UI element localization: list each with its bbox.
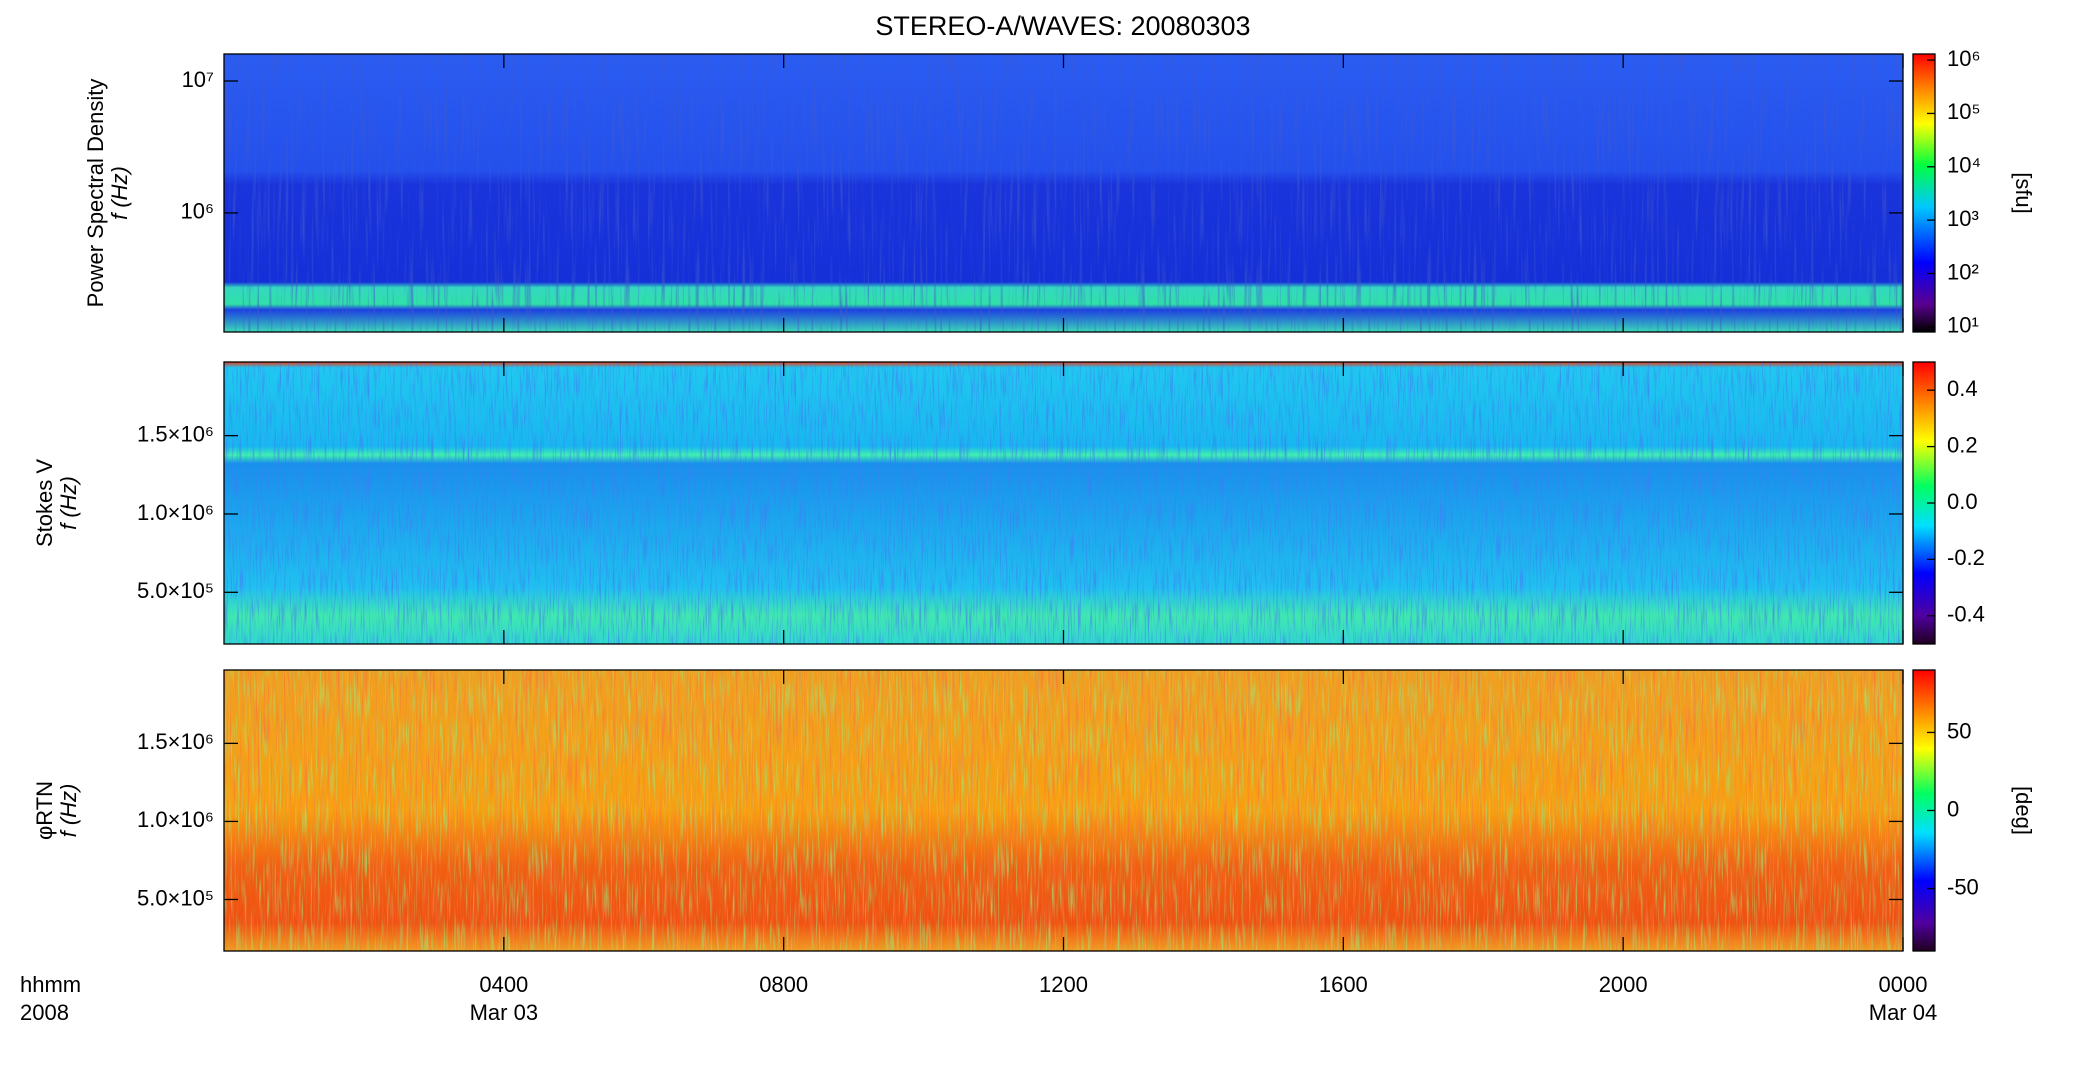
colorbar-tick-label: 10¹ [1947,313,1979,338]
colorbar-tick-label: -50 [1947,874,1979,899]
colorbar-label: [deg] [2011,786,2036,835]
colorbar [1912,53,1936,333]
x-tick-label: 0800 [759,972,808,997]
chart-title: STEREO-A/WAVES: 20080303 [875,11,1250,41]
colorbar-tick-label: 0.4 [1947,376,1978,401]
x-tick-label: 0400 [479,972,528,997]
colorbar-tick-label: 0 [1947,796,1959,821]
colorbar-tick-label: 0.2 [1947,432,1978,457]
x-axis-label: hhmm [20,972,81,997]
colorbar-tick-label: 0.0 [1947,489,1978,514]
y-axis-label: Stokes V [32,459,57,547]
x-tick-label: 0000 [1879,972,1928,997]
colorbar-tick-label: -0.4 [1947,602,1985,627]
colorbar-tick-label: 10⁵ [1947,99,1981,124]
y-axis-label: φRTN [32,781,57,840]
y-axis-label: f (Hz) [56,784,81,838]
y-tick-label: 5.0×10⁵ [137,578,214,603]
y-axis-label: Power Spectral Density [83,79,108,308]
y-tick-label: 1.5×10⁶ [137,729,214,754]
y-tick-label: 5.0×10⁵ [137,885,214,910]
x-tick-label: 2000 [1599,972,1648,997]
spectrogram-texture [224,54,1903,332]
colorbar-tick-label: -0.2 [1947,545,1985,570]
spectrogram-texture [224,670,1903,951]
y-axis-label: f (Hz) [56,476,81,530]
y-tick-label: 10⁷ [182,67,214,92]
colorbar-tick-label: 10² [1947,259,1979,284]
colorbar-tick-label: 10⁴ [1947,153,1981,178]
x-tick-label: 1200 [1039,972,1088,997]
x-axis-label: 2008 [20,1000,69,1025]
spectrogram-texture [224,362,1903,644]
colorbar-label: [sfu] [2011,172,2036,214]
colorbar-tick-label: 10³ [1947,206,1979,231]
y-tick-label: 1.0×10⁶ [137,807,214,832]
colorbar-tick-label: 10⁶ [1947,46,1981,71]
x-tick-label: 1600 [1319,972,1368,997]
y-tick-label: 10⁶ [180,199,214,224]
y-tick-label: 1.5×10⁶ [137,421,214,446]
y-axis-label: f (Hz) [107,166,132,220]
x-date-label: Mar 03 [470,1000,538,1025]
colorbar-tick-label: 50 [1947,718,1971,743]
y-tick-label: 1.0×10⁶ [137,500,214,525]
x-date-label: Mar 04 [1869,1000,1937,1025]
